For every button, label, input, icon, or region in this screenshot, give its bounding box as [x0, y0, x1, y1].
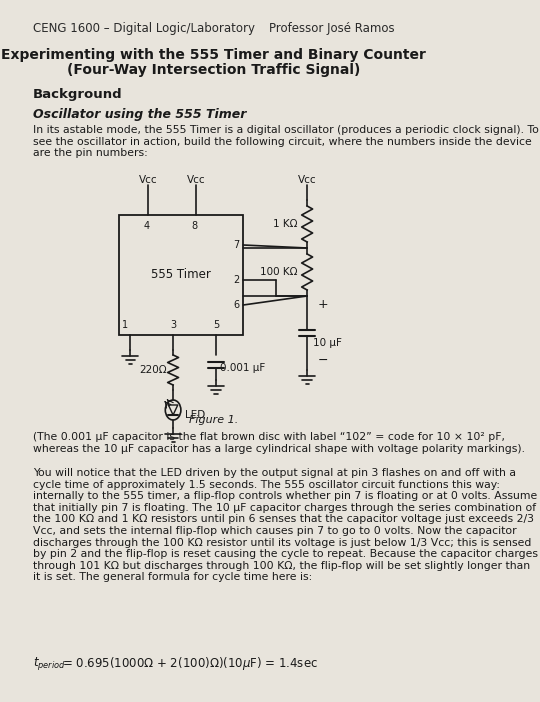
Text: (Four-Way Intersection Traffic Signal): (Four-Way Intersection Traffic Signal)	[67, 63, 360, 77]
Text: (The 0.001 μF capacitor is the flat brown disc with label “102” = code for 10 × : (The 0.001 μF capacitor is the flat brow…	[33, 432, 525, 453]
Text: 6: 6	[233, 300, 239, 310]
Text: 10 μF: 10 μF	[313, 338, 342, 348]
Text: = 0.695(1000$\Omega$ + 2(100)$\Omega$)(10$\mu$F) = 1.4sec: = 0.695(1000$\Omega$ + 2(100)$\Omega$)(1…	[62, 655, 318, 672]
Text: LED: LED	[185, 410, 205, 420]
Text: 1: 1	[123, 320, 129, 330]
Text: 220Ω: 220Ω	[139, 365, 167, 375]
Text: 2: 2	[233, 275, 239, 285]
Text: CENG 1600 – Digital Logic/Laboratory: CENG 1600 – Digital Logic/Laboratory	[33, 22, 255, 35]
Text: 4: 4	[144, 221, 150, 231]
Text: 0.001 μF: 0.001 μF	[220, 363, 265, 373]
Text: 7: 7	[233, 240, 239, 250]
Text: 3: 3	[170, 320, 176, 330]
Text: Experimenting with the 555 Timer and Binary Counter: Experimenting with the 555 Timer and Bin…	[1, 48, 426, 62]
Text: Professor José Ramos: Professor José Ramos	[269, 22, 394, 35]
Text: 5: 5	[213, 320, 219, 330]
Text: Background: Background	[33, 88, 123, 101]
Text: You will notice that the LED driven by the output signal at pin 3 flashes on and: You will notice that the LED driven by t…	[33, 468, 538, 583]
Text: $t_{period}$: $t_{period}$	[33, 655, 66, 672]
Text: Oscillator using the 555 Timer: Oscillator using the 555 Timer	[33, 108, 246, 121]
Text: In its astable mode, the 555 Timer is a digital oscillator (produces a periodic : In its astable mode, the 555 Timer is a …	[33, 125, 539, 158]
Text: Figure 1.: Figure 1.	[189, 415, 238, 425]
Text: Vcc: Vcc	[298, 175, 316, 185]
Text: Vcc: Vcc	[187, 175, 206, 185]
Text: 8: 8	[192, 221, 198, 231]
Text: +: +	[318, 298, 329, 310]
Text: 1 KΩ: 1 KΩ	[273, 219, 298, 229]
Text: 555 Timer: 555 Timer	[151, 268, 211, 282]
Text: Vcc: Vcc	[139, 175, 158, 185]
Text: −: −	[318, 354, 328, 366]
Bar	[119, 215, 243, 335]
Text: 100 KΩ: 100 KΩ	[260, 267, 298, 277]
